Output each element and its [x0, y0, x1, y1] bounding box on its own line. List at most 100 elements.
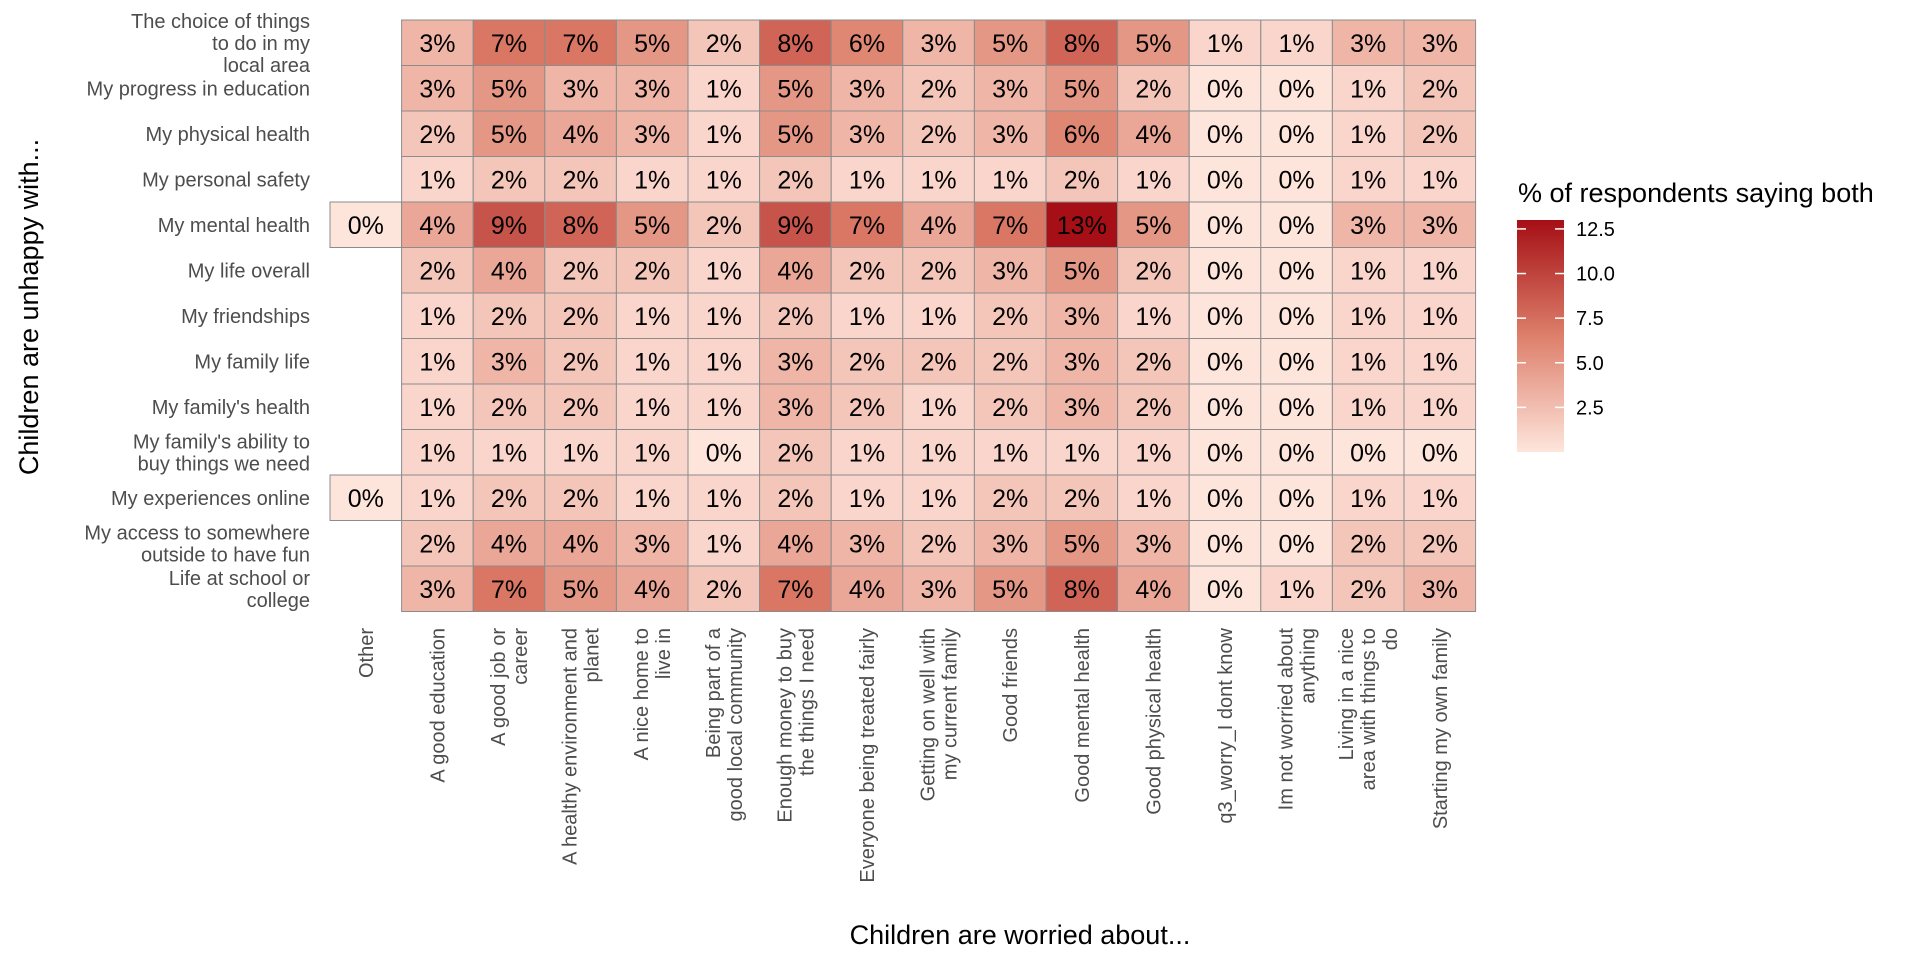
cell-value-label: 3% — [1350, 30, 1386, 58]
cell-value-label: 0% — [1279, 485, 1315, 513]
heatmap-cell — [1045, 156, 1119, 203]
cell-value-label: 3% — [419, 30, 455, 58]
cell-value-label: 3% — [992, 257, 1028, 285]
heatmap-cell — [401, 156, 474, 203]
cell-value-label: 3% — [849, 75, 885, 103]
cell-value-label: 3% — [777, 348, 813, 376]
cell-value-label: 2% — [491, 394, 527, 422]
cell-value-label: 0% — [1279, 394, 1315, 422]
heatmap-cell — [687, 520, 761, 567]
heatmap-cell — [1188, 474, 1262, 521]
heatmap-cell — [401, 110, 474, 157]
cell-value-label: 2% — [563, 348, 599, 376]
cell-value-label: 0% — [1207, 485, 1243, 513]
heatmap-cell — [1045, 383, 1119, 430]
column-label: Being part of agood local community — [703, 627, 747, 821]
cell-value-label: 1% — [491, 439, 527, 467]
heatmap-cell — [687, 565, 761, 612]
heatmap-cell — [472, 156, 546, 203]
heatmap-cell — [1188, 338, 1262, 385]
cell-value-label: 5% — [1135, 30, 1171, 58]
cell-value-label: 1% — [1350, 166, 1386, 194]
heatmap-cell — [544, 156, 617, 203]
cell-value-label: 7% — [491, 30, 527, 58]
heatmap-cell — [401, 247, 474, 294]
heatmap-cell — [759, 383, 832, 430]
cell-value-label: 3% — [419, 75, 455, 103]
heatmap-cell — [1260, 565, 1333, 612]
cell-value-label: 1% — [1422, 166, 1458, 194]
heatmap-cell — [1117, 520, 1190, 567]
row-label: My personal safety — [142, 169, 310, 191]
heatmap-cell — [1331, 65, 1405, 112]
cell-value-label: 5% — [1064, 257, 1100, 285]
heatmap-cell — [830, 247, 904, 294]
heatmap-cell — [1331, 474, 1405, 521]
cell-value-label: 2% — [563, 394, 599, 422]
heatmap-cell — [1331, 156, 1405, 203]
row-label: Life at school or college — [169, 568, 311, 612]
heatmap-cell — [830, 429, 904, 476]
heatmap-cell — [401, 19, 474, 66]
cell-value-label: 2% — [992, 485, 1028, 513]
cell-value-label: 2% — [419, 257, 455, 285]
heatmap-cell — [1045, 65, 1119, 112]
cell-value-label: 2% — [1135, 394, 1171, 422]
cell-value-label: 1% — [706, 530, 742, 558]
heatmap-cell — [1117, 201, 1190, 248]
cell-value-label: 8% — [1064, 30, 1100, 58]
cell-value-label: 5% — [777, 121, 813, 149]
cell-value-label: 1% — [706, 485, 742, 513]
cell-value-label: 4% — [634, 576, 670, 604]
heatmap-cell — [544, 292, 617, 339]
cell-value-label: 1% — [1350, 348, 1386, 376]
heatmap-cell — [1188, 292, 1262, 339]
heatmap-cell — [973, 156, 1047, 203]
heatmap-cell — [830, 338, 904, 385]
heatmap-cell — [973, 520, 1047, 567]
cell-value-label: 1% — [634, 166, 670, 194]
cell-value-label: 1% — [1422, 394, 1458, 422]
heatmap-cell — [1188, 520, 1262, 567]
heatmap-cell — [1331, 383, 1405, 430]
cell-value-label: 2% — [1064, 485, 1100, 513]
heatmap-cell — [902, 201, 975, 248]
heatmap-cell — [830, 292, 904, 339]
cell-value-label: 1% — [849, 439, 885, 467]
column-label: Starting my own family — [1430, 628, 1452, 829]
cell-value-label: 5% — [777, 75, 813, 103]
heatmap-cell — [1403, 247, 1477, 294]
column-label: Other — [356, 628, 378, 678]
cell-value-label: 0% — [1207, 166, 1243, 194]
y-axis-title: Children are unhappy with... — [14, 139, 44, 475]
cell-value-label: 2% — [491, 485, 527, 513]
cell-value-label: 3% — [1422, 212, 1458, 240]
cell-value-label: 9% — [777, 212, 813, 240]
heatmap-cell — [1188, 565, 1262, 612]
heatmap-cell — [1260, 201, 1333, 248]
heatmap-cell — [1260, 65, 1333, 112]
cell-value-label: 2% — [921, 257, 957, 285]
heatmap-cell — [830, 110, 904, 157]
column-label: Im not worried aboutanything — [1276, 628, 1320, 811]
cell-value-label: 2% — [419, 530, 455, 558]
cell-value-label: 1% — [419, 394, 455, 422]
column-label: Getting on well withmy current family — [918, 628, 962, 801]
cell-value-label: 0% — [1207, 303, 1243, 331]
heatmap-cell — [1045, 338, 1119, 385]
heatmap-cell — [759, 565, 832, 612]
cell-value-label: 1% — [419, 348, 455, 376]
heatmap-cell — [687, 292, 761, 339]
cell-value-label: 1% — [1350, 75, 1386, 103]
heatmap-cell — [1188, 429, 1262, 476]
cell-value-label: 3% — [992, 530, 1028, 558]
cell-value-label: 5% — [491, 75, 527, 103]
row-label: My family's health — [152, 397, 310, 419]
cell-value-label: 5% — [491, 121, 527, 149]
legend-tick-label: 7.5 — [1576, 308, 1604, 330]
cell-value-label: 2% — [1422, 121, 1458, 149]
cell-value-label: 2% — [777, 166, 813, 194]
heatmap-cell — [902, 156, 975, 203]
heatmap-cell — [472, 247, 546, 294]
heatmap-cell — [401, 338, 474, 385]
